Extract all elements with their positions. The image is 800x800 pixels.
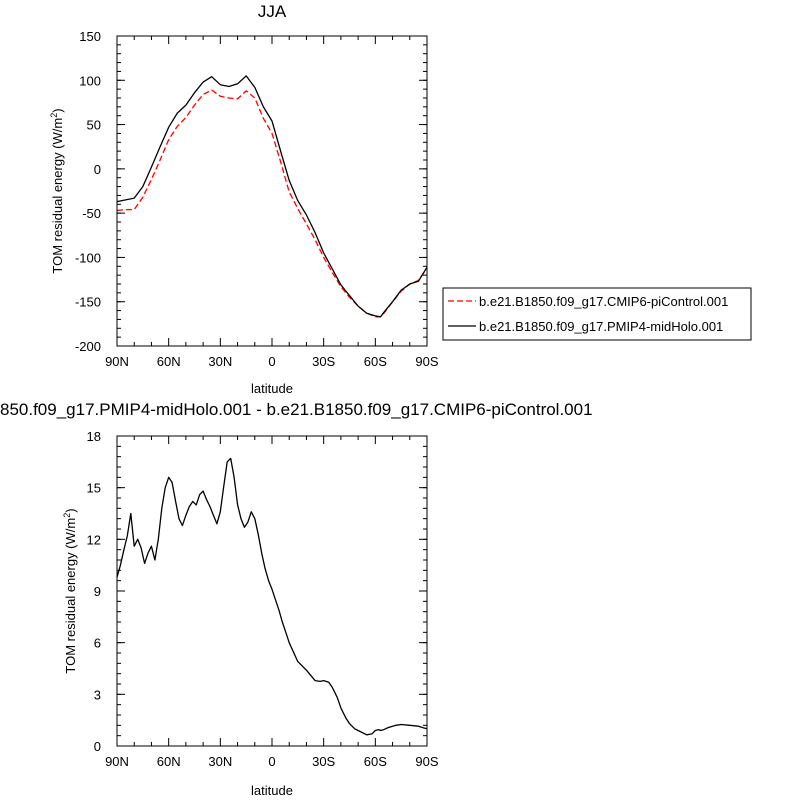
bottom-y-axis-label: TOM residual energy (W/m2) [62, 508, 78, 673]
bottom-ytick-label: 9 [94, 584, 101, 599]
bottom-ytick-label: 12 [87, 532, 101, 547]
bottom-y-axis-label-close: ) [63, 508, 78, 512]
bottom-xtick-label: 30S [312, 754, 335, 769]
top-ytick-label: 0 [94, 162, 101, 177]
top-ytick-label: -50 [82, 206, 101, 221]
bottom-x-axis-label: latitude [251, 783, 293, 798]
bottom-xtick-label: 60S [364, 754, 387, 769]
bottom-ytick-label: 3 [94, 687, 101, 702]
top-ytick-label: 100 [79, 73, 101, 88]
bottom-xtick-label: 90N [105, 754, 129, 769]
top-chart: JJA 90N 60N 30N 0 30S 60S 90S 150 100 50 0 -50 -100… [49, 2, 439, 396]
bottom-ytick-label: 15 [87, 481, 101, 496]
top-xtick-label: 90N [105, 354, 129, 369]
top-x-axis-label: latitude [251, 381, 293, 396]
top-xtick-label: 60S [364, 354, 387, 369]
legend: b.e21.B1850.f09_g17.CMIP6-piControl.001 … [442, 287, 752, 341]
bottom-y-axis: 18 15 12 9 6 3 0 [87, 429, 427, 754]
top-series-line-1 [116, 75, 428, 318]
top-y-axis-label: TOM residual energy (W/m2) [49, 108, 65, 273]
bottom-plot-area [116, 457, 428, 736]
top-ytick-label: 50 [87, 118, 101, 133]
top-y-axis-label-sup: 2 [49, 113, 59, 118]
bottom-chart-title: 850.f09_g17.PMIP4-midHolo.001 - b.e21.B1… [0, 400, 593, 419]
top-y-axis-label-main: TOM residual energy (W/m [50, 118, 65, 274]
bottom-y-axis-label-main: TOM residual energy (W/m [63, 518, 78, 674]
bottom-series-line-0 [116, 457, 428, 736]
legend-box [442, 287, 752, 341]
bottom-y-axis-label-sup: 2 [62, 513, 72, 518]
top-x-axis: 90N 60N 30N 0 30S 60S 90S [105, 36, 439, 369]
top-chart-title: JJA [258, 2, 287, 21]
bottom-chart: 850.f09_g17.PMIP4-midHolo.001 - b.e21.B1… [0, 400, 593, 798]
top-ytick-label: 150 [79, 29, 101, 44]
top-plot-area [116, 75, 428, 318]
bottom-ytick-label: 0 [94, 739, 101, 754]
top-ytick-label: -150 [75, 295, 101, 310]
top-xtick-label: 30S [312, 354, 335, 369]
bottom-x-axis: 90N 60N 30N 0 30S 60S 90S [105, 436, 439, 769]
bottom-xtick-label: 60N [157, 754, 181, 769]
top-xtick-label: 30N [208, 354, 232, 369]
bottom-ytick-label: 18 [87, 429, 101, 444]
top-y-axis-label-close: ) [50, 108, 65, 112]
bottom-ytick-label: 6 [94, 636, 101, 651]
bottom-xtick-label: 0 [268, 754, 275, 769]
legend-label-picontrol: b.e21.B1850.f09_g17.CMIP6-piControl.001 [479, 294, 728, 309]
top-xtick-label: 0 [268, 354, 275, 369]
legend-label-midholo: b.e21.B1850.f09_g17.PMIP4-midHolo.001 [479, 319, 723, 334]
top-plot-frame [116, 35, 428, 347]
top-ytick-label: -200 [75, 339, 101, 354]
bottom-xtick-label: 30N [208, 754, 232, 769]
top-ytick-label: -100 [75, 250, 101, 265]
bottom-xtick-label: 90S [415, 754, 438, 769]
top-xtick-label: 90S [415, 354, 438, 369]
top-y-axis: 150 100 50 0 -50 -100 -150 -200 [75, 29, 427, 354]
top-series-line-0 [116, 89, 428, 318]
top-xtick-label: 60N [157, 354, 181, 369]
